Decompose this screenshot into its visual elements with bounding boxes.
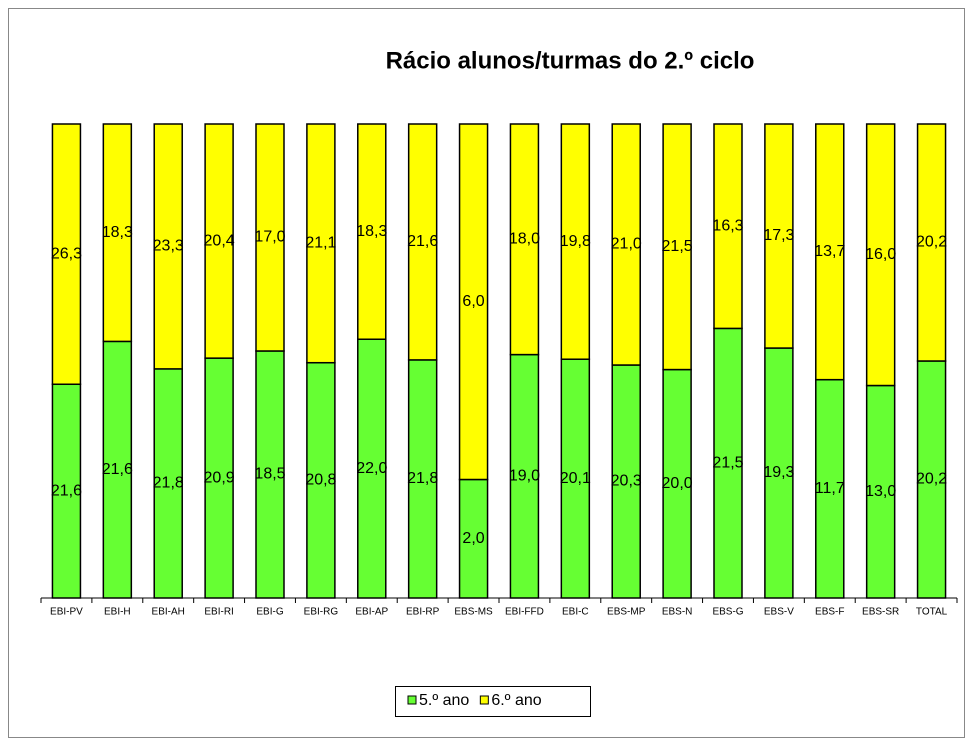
- x-tick-label: EBI-FFD: [505, 607, 544, 618]
- bar-segment: [255, 350, 285, 599]
- bar-segment: [509, 123, 540, 356]
- data-label: 19,8: [560, 233, 591, 250]
- bar-segment: [407, 123, 438, 361]
- data-label: 21,8: [153, 475, 184, 492]
- bar-segment: [102, 340, 133, 599]
- data-label: 19,0: [509, 468, 540, 485]
- data-label: 20,3: [611, 473, 642, 490]
- x-tick-label: EBS-F: [815, 607, 844, 618]
- data-label: 20,4: [204, 232, 235, 249]
- data-label: 16,3: [712, 217, 743, 234]
- data-label: 21,8: [407, 470, 438, 487]
- bar-segment: [102, 123, 133, 343]
- x-tick-label: EBS-G: [712, 607, 743, 618]
- data-label: 18,3: [102, 224, 133, 241]
- bar-segment: [713, 123, 743, 330]
- data-label: 20,8: [305, 472, 336, 489]
- bar-segment: [51, 383, 82, 599]
- bar-segment: [509, 353, 540, 599]
- x-tick-label: TOTAL: [916, 607, 948, 618]
- data-label: 26,3: [51, 245, 82, 262]
- legend-box: [395, 686, 591, 717]
- bar-segment: [662, 368, 692, 599]
- bar-segment: [764, 123, 794, 349]
- bar-segment: [560, 358, 591, 599]
- data-label: 17,0: [254, 229, 285, 246]
- bar-segment: [560, 123, 591, 360]
- bar-segment: [306, 123, 336, 364]
- data-label: 21,5: [712, 454, 743, 471]
- bar-segment: [306, 361, 336, 599]
- bar-segment: [865, 384, 896, 599]
- data-label: 21,6: [407, 233, 438, 250]
- data-label: 21,0: [611, 236, 642, 253]
- data-label: 20,0: [662, 475, 693, 492]
- data-label: 20,2: [916, 471, 947, 488]
- data-label: 21,5: [662, 238, 693, 255]
- data-label: 18,3: [356, 223, 387, 240]
- legend-swatch: [479, 695, 489, 705]
- x-tick-label: EBI-AP: [355, 607, 388, 618]
- data-label: 17,3: [763, 227, 794, 244]
- bar-segment: [611, 123, 641, 366]
- bar-segment: [865, 123, 896, 387]
- data-label: 13,7: [814, 243, 845, 260]
- bar-segment: [458, 478, 489, 599]
- data-label: 20,9: [204, 469, 235, 486]
- legend-swatch: [407, 695, 417, 705]
- bar-segment: [153, 368, 183, 599]
- x-tick-label: EBS-MS: [454, 607, 493, 618]
- data-label: 13,0: [865, 483, 896, 500]
- x-tick-label: EBS-N: [662, 607, 693, 618]
- bar-segment: [204, 123, 234, 359]
- data-label: 20,1: [560, 470, 591, 487]
- bar-segment: [204, 357, 234, 599]
- x-tick-label: EBS-V: [764, 607, 794, 618]
- bar-segment: [153, 123, 183, 370]
- chart-title: Rácio alunos/turmas do 2.º ciclo: [386, 47, 755, 74]
- legend-label: 6.º ano: [491, 692, 541, 709]
- data-label: 20,2: [916, 234, 947, 251]
- data-label: 18,0: [509, 231, 540, 248]
- data-label: 23,3: [153, 238, 184, 255]
- data-label: 19,3: [763, 464, 794, 481]
- x-tick-label: EBI-PV: [50, 607, 83, 618]
- x-tick-label: EBS-SR: [862, 607, 899, 618]
- data-label: 2,0: [462, 530, 484, 547]
- bar-segment: [458, 123, 489, 481]
- bar-segment: [662, 123, 692, 371]
- data-label: 21,6: [102, 461, 133, 478]
- data-label: 21,1: [305, 235, 336, 252]
- data-label: 11,7: [815, 480, 845, 497]
- bar-segment: [255, 123, 285, 352]
- bar-segment: [357, 123, 387, 340]
- bar-segment: [51, 123, 82, 386]
- bar-segment: [357, 338, 387, 599]
- x-tick-label: EBI-RP: [406, 607, 440, 618]
- x-tick-label: EBI-RG: [304, 607, 339, 618]
- data-label: 22,0: [356, 460, 387, 477]
- x-tick-label: EBS-MP: [607, 607, 646, 618]
- x-tick-label: EBI-AH: [152, 607, 185, 618]
- data-label: 21,6: [51, 482, 82, 499]
- x-tick-label: EBI-H: [104, 607, 131, 618]
- data-label: 6,0: [462, 293, 484, 310]
- x-tick-label: EBI-G: [256, 607, 283, 618]
- legend-label: 5.º ano: [419, 692, 469, 709]
- data-label: 16,0: [865, 246, 896, 263]
- x-tick-label: EBI-C: [562, 607, 589, 618]
- x-tick-label: EBI-RI: [204, 607, 233, 618]
- bar-segment: [916, 123, 947, 362]
- data-label: 18,5: [254, 466, 285, 483]
- bar-segment: [815, 123, 845, 381]
